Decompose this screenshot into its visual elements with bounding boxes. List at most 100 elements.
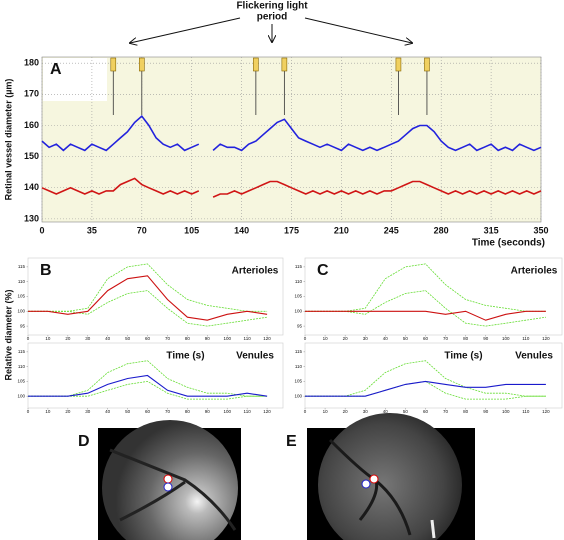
flicker-marker [139, 57, 145, 72]
y-tick-label: 100 [17, 393, 25, 398]
y-tick-label: 100 [294, 393, 302, 398]
x-tick-label: 70 [443, 336, 449, 341]
flicker-marker [281, 57, 288, 72]
x-tick-label: 20 [65, 336, 71, 341]
panel-label: E [286, 433, 297, 450]
y-tick-label: 95 [20, 323, 26, 328]
x-tick-label: 105 [184, 225, 199, 235]
x-tick-label: 10 [45, 336, 51, 341]
y-tick-label: 130 [24, 213, 39, 223]
x-tick-label: 245 [384, 225, 399, 235]
x-tick-label: 0 [304, 336, 307, 341]
y-tick-label: 140 [24, 182, 39, 192]
x-tick-label: 40 [105, 409, 111, 414]
x-tick-label: 100 [502, 409, 510, 414]
roi-a-d [163, 474, 173, 484]
series-line [305, 380, 546, 397]
x-tick-label: 110 [522, 336, 530, 341]
y-tick-label: 115 [18, 264, 26, 269]
series-line [28, 275, 268, 321]
x-tick-label: 90 [483, 336, 489, 341]
x-tick-label: 110 [244, 336, 252, 341]
y-tick-label: 170 [24, 89, 39, 99]
x-tick-label: 30 [363, 409, 369, 414]
x-tick-label: 60 [423, 409, 429, 414]
x-tick-label: 50 [403, 336, 409, 341]
x-tick-label: 280 [434, 225, 449, 235]
y-tick-label: 115 [18, 349, 26, 354]
plot-area [27, 342, 284, 409]
series-line [305, 310, 546, 321]
x-tick-label: 100 [223, 336, 231, 341]
x-tick-label: 80 [185, 336, 191, 341]
flicker-marker [424, 57, 430, 72]
x-tick-label: 80 [463, 409, 469, 414]
x-tick-label: 60 [423, 336, 429, 341]
x-tick-label: 100 [502, 336, 510, 341]
series-line [41, 177, 542, 198]
y-tick-label: 105 [17, 379, 25, 384]
x-tick-label: 0 [39, 225, 44, 235]
x-tick-label: 70 [137, 225, 147, 235]
y-tick-label: 110 [295, 279, 303, 284]
roi-a-e [369, 474, 379, 484]
x-tick-label: 120 [263, 409, 271, 414]
x-tick-label: 20 [343, 336, 349, 341]
y-tick-label: 105 [294, 379, 302, 384]
x-tick-label: 120 [542, 336, 550, 341]
x-tick-label: 175 [284, 225, 299, 235]
y-tick-label: 150 [24, 151, 39, 161]
label-box [43, 58, 107, 101]
flicker-marker [110, 57, 117, 72]
y-tick-label: 160 [24, 120, 39, 130]
y-tick-label: 105 [17, 294, 25, 299]
x-tick-label: 90 [483, 409, 489, 414]
x-tick-label: 70 [443, 409, 449, 414]
annotation: period [257, 12, 288, 23]
x-axis-label: Time (s) [166, 351, 204, 362]
plot-area [27, 257, 284, 336]
series-line [28, 374, 268, 397]
y-tick-label: 100 [17, 308, 25, 313]
x-tick-label: 70 [165, 409, 171, 414]
y-tick-label: 100 [294, 308, 302, 313]
x-tick-label: 35 [87, 225, 97, 235]
x-tick-label: 90 [205, 336, 211, 341]
panel-title: Arterioles [511, 266, 558, 277]
y-tick-label: 115 [295, 264, 303, 269]
vessels-d [109, 448, 237, 531]
y-tick-label: 115 [295, 349, 303, 354]
panel-title: Venules [515, 351, 553, 362]
x-tick-label: 50 [403, 409, 409, 414]
x-tick-label: 0 [27, 336, 30, 341]
flicker-marker [253, 57, 259, 72]
x-tick-label: 120 [542, 409, 550, 414]
y-tick-label: 110 [295, 364, 303, 369]
x-tick-label: 10 [323, 409, 329, 414]
x-tick-label: 40 [105, 336, 111, 341]
x-tick-label: 30 [85, 336, 91, 341]
x-tick-label: 100 [223, 409, 231, 414]
roi-v-d [163, 482, 173, 492]
x-tick-label: 40 [383, 336, 389, 341]
x-tick-label: 110 [522, 409, 530, 414]
x-tick-label: 110 [244, 409, 252, 414]
panel-title: Arterioles [232, 266, 279, 277]
x-tick-label: 30 [85, 409, 91, 414]
y-tick-label: 105 [294, 294, 302, 299]
y-tick-label: 110 [18, 364, 26, 369]
x-tick-label: 0 [304, 409, 307, 414]
roi-v-e [361, 479, 371, 489]
x-tick-label: 120 [263, 336, 271, 341]
plot-area [304, 257, 563, 336]
series-line [28, 290, 268, 327]
reflex [430, 519, 436, 539]
x-tick-label: 30 [363, 336, 369, 341]
x-tick-label: 60 [145, 336, 151, 341]
x-axis-label: Time (seconds) [472, 238, 545, 249]
x-tick-label: 350 [533, 225, 548, 235]
panel-label: A [50, 61, 62, 78]
x-tick-label: 50 [125, 409, 131, 414]
x-tick-label: 0 [27, 409, 30, 414]
